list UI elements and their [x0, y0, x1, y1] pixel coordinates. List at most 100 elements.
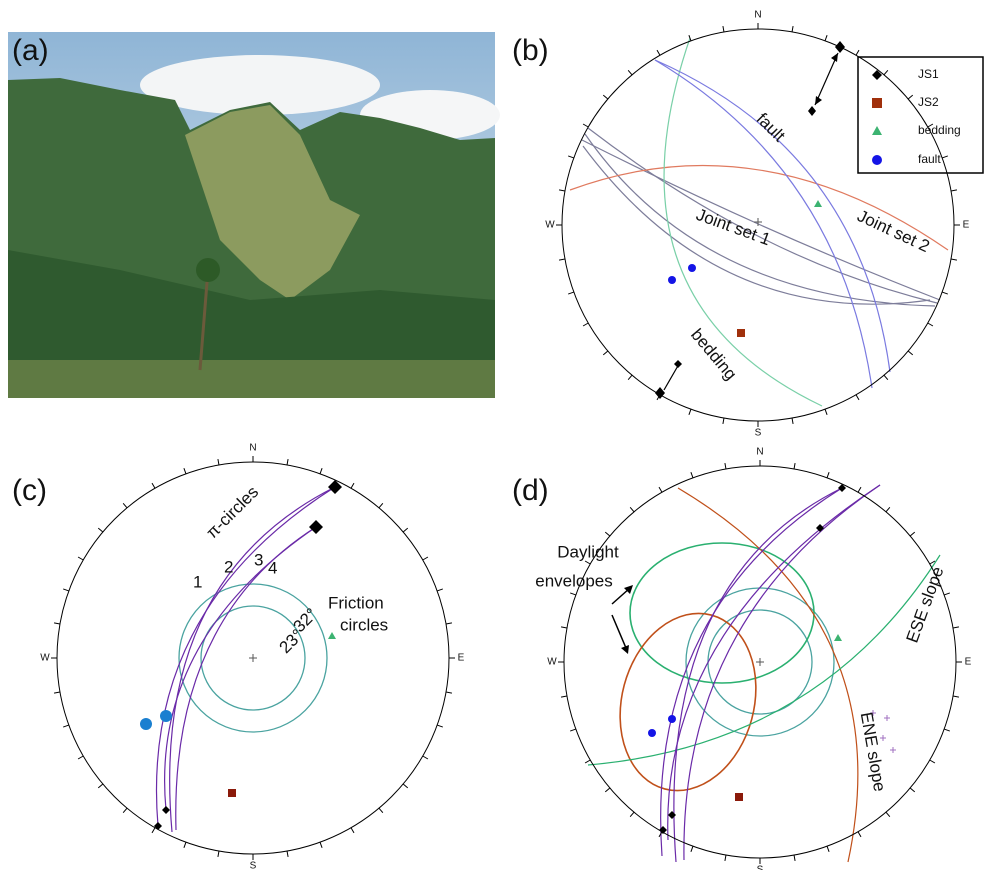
- legend-entry: fault: [918, 152, 941, 166]
- compass-label: N: [756, 447, 763, 458]
- annotation: ENE slope: [857, 711, 890, 793]
- tick-mark: [351, 828, 354, 833]
- tick-mark: [585, 760, 590, 763]
- tick-mark: [561, 696, 567, 697]
- figure: (a) (b) (c) (d) fault Joint set 1 Joint …: [0, 0, 984, 870]
- tick-mark: [583, 323, 588, 326]
- tick-mark: [184, 468, 186, 474]
- tick-mark: [123, 808, 127, 813]
- tick-mark: [725, 855, 726, 861]
- tick-mark: [603, 95, 608, 99]
- tick-mark: [630, 812, 634, 817]
- stereonet-d: [588, 484, 940, 862]
- tick-mark: [951, 190, 957, 191]
- tick-mark: [437, 589, 443, 591]
- annotation: π-circles: [202, 482, 262, 542]
- annotation: envelopes: [535, 571, 613, 590]
- compass-label: W: [545, 220, 555, 231]
- tick-mark: [152, 483, 155, 488]
- tick-mark: [446, 692, 452, 693]
- compass-label: S: [755, 428, 762, 439]
- tick-mark: [827, 846, 829, 852]
- tick-mark: [287, 851, 288, 857]
- tick-mark: [605, 788, 610, 792]
- tick-mark: [856, 395, 859, 400]
- annotation: 2: [224, 557, 233, 576]
- tick-mark: [603, 351, 608, 355]
- tick-mark: [794, 855, 795, 861]
- tick-mark: [63, 725, 69, 727]
- annotation: circles: [340, 615, 388, 634]
- tick-mark: [379, 503, 383, 508]
- tick-mark: [320, 468, 322, 474]
- photo: [8, 32, 500, 398]
- tick-mark: [856, 50, 859, 55]
- tick-mark: [379, 808, 383, 813]
- legend-entry: bedding: [918, 123, 961, 137]
- tick-mark: [570, 729, 576, 731]
- tick-mark: [691, 846, 693, 852]
- tick-mark: [944, 729, 950, 731]
- compass-label: W: [547, 657, 557, 668]
- compass-label: E: [458, 653, 465, 664]
- tick-mark: [123, 503, 127, 508]
- panel-label: (c): [12, 474, 47, 507]
- tick-mark: [858, 832, 861, 837]
- tick-mark: [78, 756, 83, 759]
- annotation: Daylight: [557, 542, 619, 561]
- tick-mark: [218, 851, 219, 857]
- tick-mark: [792, 418, 793, 424]
- annotation: 3: [254, 550, 263, 569]
- tick-mark: [423, 756, 428, 759]
- tick-mark: [320, 842, 322, 848]
- tick-mark: [930, 760, 935, 763]
- compass-label: S: [757, 865, 764, 870]
- tick-mark: [98, 528, 103, 532]
- compass-label: N: [754, 10, 761, 21]
- tick-mark: [910, 788, 915, 792]
- tick-mark: [403, 784, 408, 788]
- tick-mark: [559, 259, 565, 260]
- tick-mark: [437, 725, 443, 727]
- tick-mark: [568, 156, 574, 158]
- tick-mark: [794, 463, 795, 469]
- tick-mark: [98, 784, 103, 788]
- tick-mark: [630, 507, 634, 512]
- panel-label: (b): [512, 34, 549, 67]
- tick-mark: [886, 507, 890, 512]
- compass-label: N: [249, 443, 256, 454]
- tick-mark: [827, 472, 829, 478]
- tick-mark: [351, 483, 354, 488]
- tick-mark: [723, 26, 724, 32]
- tick-mark: [570, 593, 576, 595]
- tick-mark: [723, 418, 724, 424]
- annotation: Joint set 2: [854, 206, 932, 256]
- tick-mark: [953, 696, 959, 697]
- tick-mark: [628, 70, 632, 75]
- tick-mark: [942, 292, 948, 294]
- annotation: fault: [753, 109, 789, 145]
- tick-mark: [54, 623, 60, 624]
- tick-mark: [953, 627, 959, 628]
- legend-entry: JS1: [918, 67, 939, 81]
- stereonet-c: [140, 480, 342, 832]
- tick-mark: [78, 557, 83, 560]
- tick-mark: [825, 409, 827, 415]
- tick-mark: [928, 323, 933, 326]
- tick-mark: [559, 190, 565, 191]
- tick-mark: [884, 375, 888, 380]
- compass-label: E: [963, 220, 970, 231]
- tick-mark: [910, 532, 915, 536]
- compass-label: S: [250, 861, 257, 870]
- tick-mark: [908, 351, 913, 355]
- annotation: Joint set 1: [694, 205, 773, 249]
- tick-mark: [152, 828, 155, 833]
- compass-label: W: [40, 653, 50, 664]
- tick-mark: [657, 50, 660, 55]
- annotation: Friction: [328, 593, 384, 612]
- tick-mark: [792, 26, 793, 32]
- tick-mark: [628, 375, 632, 380]
- tick-mark: [659, 487, 662, 492]
- tick-mark: [944, 593, 950, 595]
- tick-mark: [568, 292, 574, 294]
